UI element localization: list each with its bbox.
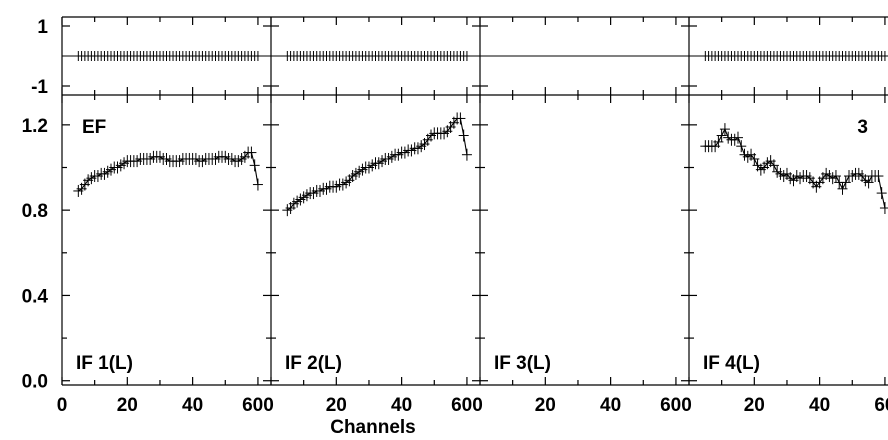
panel-4-x-tick-label-20: 20 <box>744 395 765 416</box>
panel-4-amp-point <box>713 135 724 148</box>
panel-1-amp-point <box>252 178 263 191</box>
panel-3-x-tick-label-40: 40 <box>600 395 621 416</box>
amp-y-tick-label: 1.2 <box>22 116 48 137</box>
panel-2-amp-point <box>455 112 466 125</box>
panel-4-x-tick-label-60: 60 <box>874 395 888 416</box>
panel-2-amp-point <box>461 148 472 161</box>
amp-y-tick-label: 0.0 <box>22 372 48 393</box>
panel-4-amp-point <box>830 170 841 183</box>
panel-1-corner-label: EF <box>82 117 106 138</box>
panel-4-x-tick-label-40: 40 <box>809 395 830 416</box>
panel-2-x-tick-label-40: 40 <box>391 395 412 416</box>
panel-4-amp-point <box>732 131 743 144</box>
data-series <box>62 51 888 217</box>
amp-y-tick-label: 0.4 <box>22 286 49 307</box>
panel-4-amp-point <box>879 202 888 215</box>
panel-4-amp-point <box>873 170 884 183</box>
x-axis-title: Channels <box>330 417 416 438</box>
panel-4-amp-point <box>749 152 760 165</box>
axis-ticks <box>61 17 886 385</box>
panel-1-amp-point <box>249 159 260 172</box>
panel-4-amp-point <box>863 176 874 189</box>
panel-4-amp-point <box>876 187 887 200</box>
panel-4-amp-point <box>716 129 727 142</box>
panel-3-if-label: IF 3(L) <box>494 353 551 374</box>
panel-1-x-tick-label-60: 600 <box>242 395 274 416</box>
panel-4-amp-point <box>840 176 851 189</box>
panel-1-x-tick-label-20: 20 <box>117 395 138 416</box>
amp-y-tick-label: 0.8 <box>22 201 48 222</box>
panel-4-corner-label: 3 <box>857 117 868 138</box>
panel-frames <box>61 16 888 386</box>
panel-3-x-tick-label-20: 20 <box>535 395 556 416</box>
panel-2-amp-line <box>287 117 468 211</box>
phase-y-tick-label: -1 <box>31 77 48 98</box>
panel-1-amp-point <box>246 146 257 159</box>
panel-2-x-tick-label-20: 20 <box>326 395 347 416</box>
panel-2-amp-point <box>458 129 469 142</box>
panel-2-if-label: IF 2(L) <box>285 353 342 374</box>
panel-4-amp-line <box>705 127 886 209</box>
text-labels: IF 1(L) EF 0 20 40 600 IF 2(L) 20 40 600 IF 3(L) 20… <box>22 17 888 438</box>
panel-4-amp-point <box>719 123 730 136</box>
panel-2-x-tick-label-60: 600 <box>451 395 483 416</box>
panel-4-amp-point <box>736 140 747 153</box>
panel-1-x-tick-label-0: 0 <box>57 395 68 416</box>
phase-y-tick-label: 1 <box>37 17 48 38</box>
panel-4-if-label: IF 4(L) <box>703 353 760 374</box>
panel-4-amp-point <box>768 159 779 172</box>
panel-3-x-tick-label-60: 600 <box>660 395 692 416</box>
panel-1-x-tick-label-40: 40 <box>182 395 203 416</box>
panel-4-amp-point <box>837 182 848 195</box>
panel-1-if-label: IF 1(L) <box>76 353 133 374</box>
